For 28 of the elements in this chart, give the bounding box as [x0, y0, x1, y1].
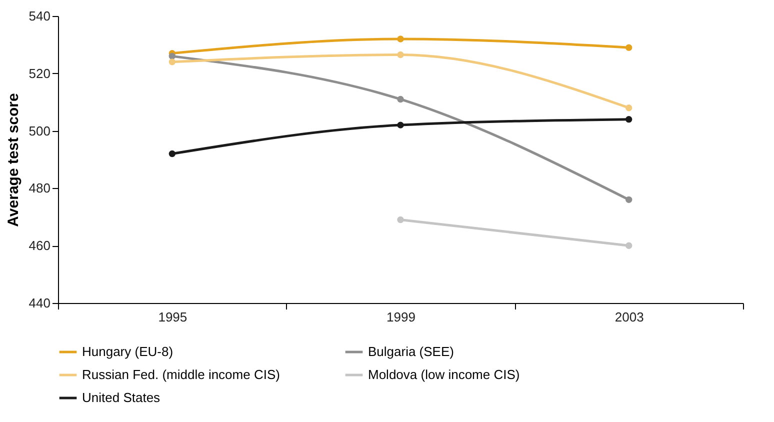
legend-label: Hungary (EU-8) [82, 344, 174, 359]
legend-label: United States [82, 390, 161, 405]
y-axis-title: Average test score [4, 93, 22, 227]
y-tick-label: 540 [28, 8, 50, 24]
x-tick-label: 1999 [386, 310, 416, 324]
y-tick-label: 480 [28, 180, 50, 196]
point [168, 150, 176, 158]
y-tick-label: 500 [28, 123, 50, 138]
point [625, 196, 632, 204]
point [625, 116, 632, 123]
legend-label: Bulgaria (SEE) [368, 344, 454, 359]
y-tick-label: 520 [28, 66, 50, 81]
y-tick-label: 460 [28, 238, 50, 254]
point [397, 36, 404, 42]
y-tick-label: 440 [28, 296, 50, 310]
x-tick-label: 1995 [158, 310, 188, 324]
point [625, 242, 632, 249]
legend-label: Moldova (low income CIS) [368, 367, 520, 382]
x-tick-label: 2003 [614, 310, 644, 324]
point [625, 104, 632, 112]
point [168, 52, 176, 60]
point [397, 122, 404, 128]
point [625, 44, 632, 51]
legend-label: Russian Fed. (middle income CIS) [82, 367, 280, 382]
point [397, 96, 404, 103]
point [397, 51, 404, 58]
point [397, 216, 404, 224]
point [168, 58, 176, 66]
